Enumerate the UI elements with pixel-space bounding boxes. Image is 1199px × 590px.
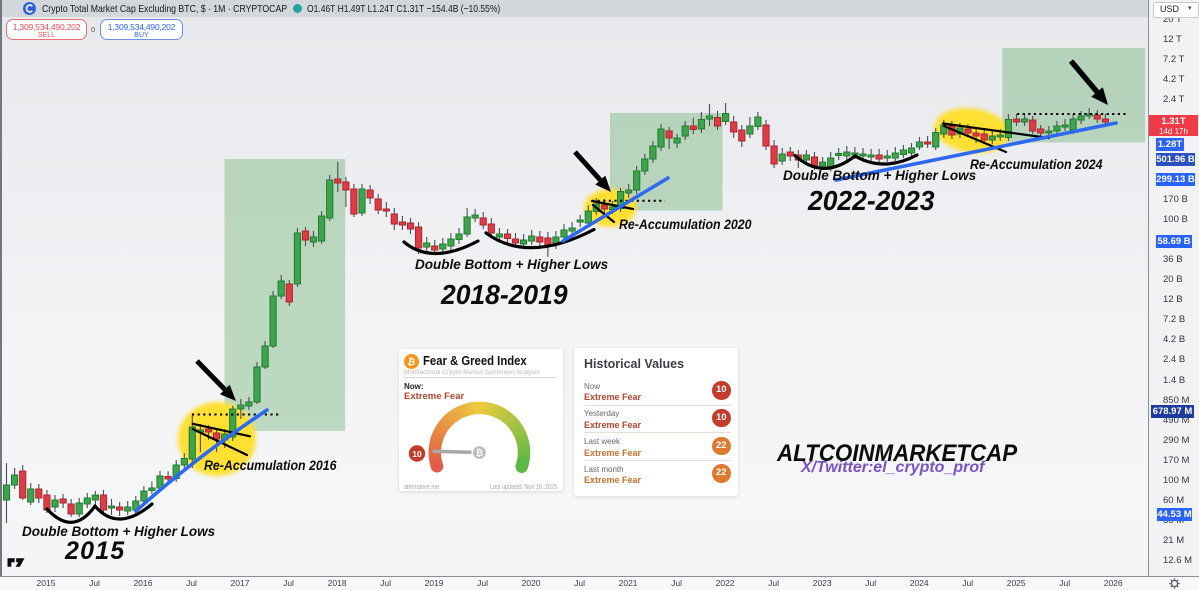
svg-text:10: 10 <box>412 449 422 459</box>
svg-text:₿: ₿ <box>476 448 483 458</box>
svg-text:₿: ₿ <box>406 356 416 368</box>
